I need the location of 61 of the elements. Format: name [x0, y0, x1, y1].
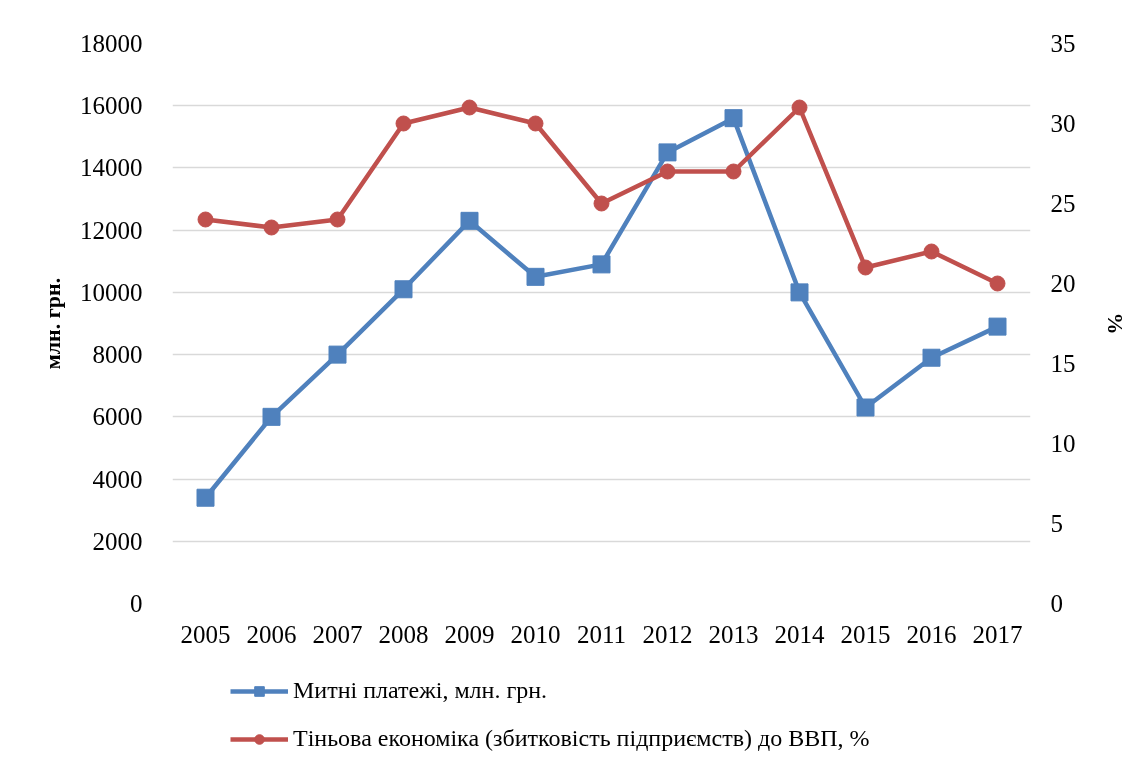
y-tick-label: 6000	[92, 403, 143, 431]
x-tick-label: 2011	[576, 620, 627, 648]
point	[395, 115, 412, 132]
point	[989, 275, 1006, 292]
y-tick-label: 16000	[80, 92, 143, 120]
x-tick-label: 2017	[972, 620, 1023, 648]
y2-tick-label: 0	[1050, 590, 1063, 617]
point	[593, 195, 610, 212]
y-tick-label: 14000	[80, 154, 143, 182]
point	[857, 259, 874, 276]
point	[461, 99, 478, 116]
y-tick-label: 0	[130, 590, 143, 617]
x-tick-label: 2010	[510, 620, 561, 648]
point	[923, 243, 940, 260]
x-tick-label: 2016	[906, 620, 957, 648]
point	[329, 211, 346, 228]
y-tick-label: 12000	[80, 216, 143, 244]
point	[790, 283, 809, 302]
y-axis-title: млн. грн.	[40, 277, 65, 370]
y-tick-label: 18000	[80, 30, 143, 57]
y2-tick-label: 10	[1050, 430, 1076, 457]
point	[394, 280, 413, 299]
x-tick-label: 2005	[180, 620, 231, 648]
x-tick-label: 2008	[378, 620, 429, 648]
y2-tick-label: 5	[1050, 510, 1063, 537]
point	[328, 345, 347, 364]
y2-tick-label: 35	[1050, 30, 1076, 57]
point	[592, 255, 611, 274]
point	[856, 398, 875, 417]
legend-label: Митні платежі, млн. грн.	[293, 677, 548, 704]
point	[724, 109, 743, 128]
point	[658, 143, 677, 162]
point	[262, 407, 281, 426]
x-tick-label: 2013	[708, 620, 759, 648]
y-tick-label: 8000	[92, 341, 143, 369]
point	[725, 163, 742, 180]
y-tick-label: 2000	[92, 527, 143, 555]
y2-tick-label: 25	[1050, 190, 1076, 217]
x-tick-label: 2015	[840, 620, 891, 648]
x-tick-label: 2009	[444, 620, 495, 648]
x-tick-label: 2007	[312, 620, 363, 648]
point	[791, 99, 808, 116]
point	[460, 211, 479, 230]
point	[527, 115, 544, 132]
point	[196, 488, 215, 507]
x-tick-label: 2012	[642, 620, 693, 648]
y2-tick-label: 20	[1050, 270, 1076, 297]
y2-tick-label: 15	[1050, 350, 1076, 377]
y-tick-label: 4000	[92, 465, 143, 493]
point	[659, 163, 676, 180]
point	[526, 267, 545, 286]
y2-tick-label: 30	[1050, 110, 1076, 137]
legend-label: Тіньова економіка (збитковість підприємств) до ВВП, %	[293, 725, 870, 752]
x-tick-label: 2014	[774, 620, 825, 648]
y2-axis-title: %	[1102, 312, 1128, 335]
point	[988, 317, 1007, 336]
point	[922, 348, 941, 367]
point	[263, 219, 280, 236]
x-tick-label: 2006	[246, 620, 297, 648]
y-tick-label: 10000	[80, 278, 143, 306]
point	[197, 211, 214, 228]
